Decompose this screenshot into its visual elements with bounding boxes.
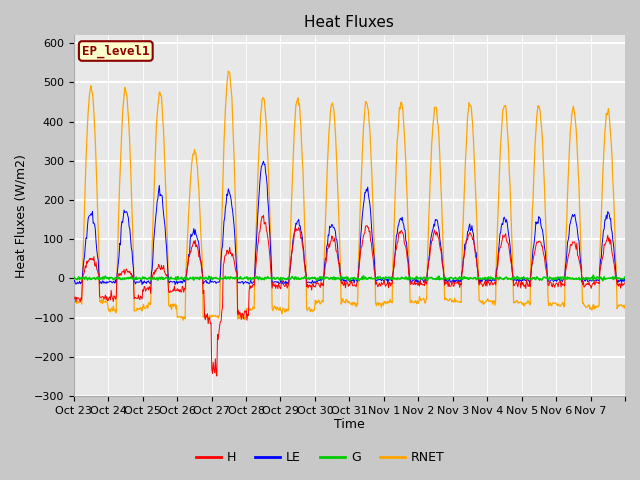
LE bbox=[285, 272, 293, 278]
H bbox=[260, 213, 268, 218]
RNET bbox=[408, 298, 415, 303]
RNET bbox=[70, 298, 77, 304]
RNET bbox=[438, 225, 446, 231]
H bbox=[134, 292, 142, 298]
LE bbox=[438, 262, 446, 267]
LE bbox=[237, 280, 244, 286]
X-axis label: Time: Time bbox=[334, 419, 365, 432]
G bbox=[263, 275, 271, 280]
Line: G: G bbox=[74, 275, 625, 281]
G bbox=[70, 274, 77, 280]
LE bbox=[260, 158, 268, 164]
Legend: H, LE, G, RNET: H, LE, G, RNET bbox=[191, 446, 449, 469]
Title: Heat Fluxes: Heat Fluxes bbox=[305, 15, 394, 30]
Line: LE: LE bbox=[74, 161, 625, 285]
G bbox=[284, 275, 292, 281]
G bbox=[236, 275, 244, 281]
RNET bbox=[237, 312, 245, 318]
G bbox=[589, 272, 597, 278]
LE bbox=[265, 206, 273, 212]
H bbox=[237, 311, 244, 317]
G bbox=[621, 274, 629, 280]
H bbox=[408, 278, 415, 284]
Line: RNET: RNET bbox=[74, 71, 625, 320]
LE bbox=[621, 279, 629, 285]
G bbox=[406, 275, 414, 280]
RNET bbox=[621, 302, 629, 308]
RNET bbox=[134, 306, 142, 312]
G bbox=[599, 278, 607, 284]
H bbox=[285, 274, 293, 279]
H bbox=[265, 240, 273, 246]
LE bbox=[138, 282, 146, 288]
H bbox=[438, 262, 446, 268]
G bbox=[437, 276, 445, 281]
H bbox=[213, 373, 221, 379]
RNET bbox=[285, 266, 293, 272]
LE bbox=[70, 278, 77, 284]
Line: H: H bbox=[74, 216, 625, 376]
G bbox=[134, 275, 142, 281]
H bbox=[70, 295, 77, 301]
LE bbox=[134, 279, 142, 285]
RNET bbox=[179, 317, 187, 323]
H bbox=[621, 280, 629, 286]
RNET bbox=[265, 172, 273, 178]
RNET bbox=[225, 68, 232, 74]
Text: EP_level1: EP_level1 bbox=[82, 44, 150, 58]
LE bbox=[408, 279, 415, 285]
Y-axis label: Heat Fluxes (W/m2): Heat Fluxes (W/m2) bbox=[15, 154, 28, 277]
